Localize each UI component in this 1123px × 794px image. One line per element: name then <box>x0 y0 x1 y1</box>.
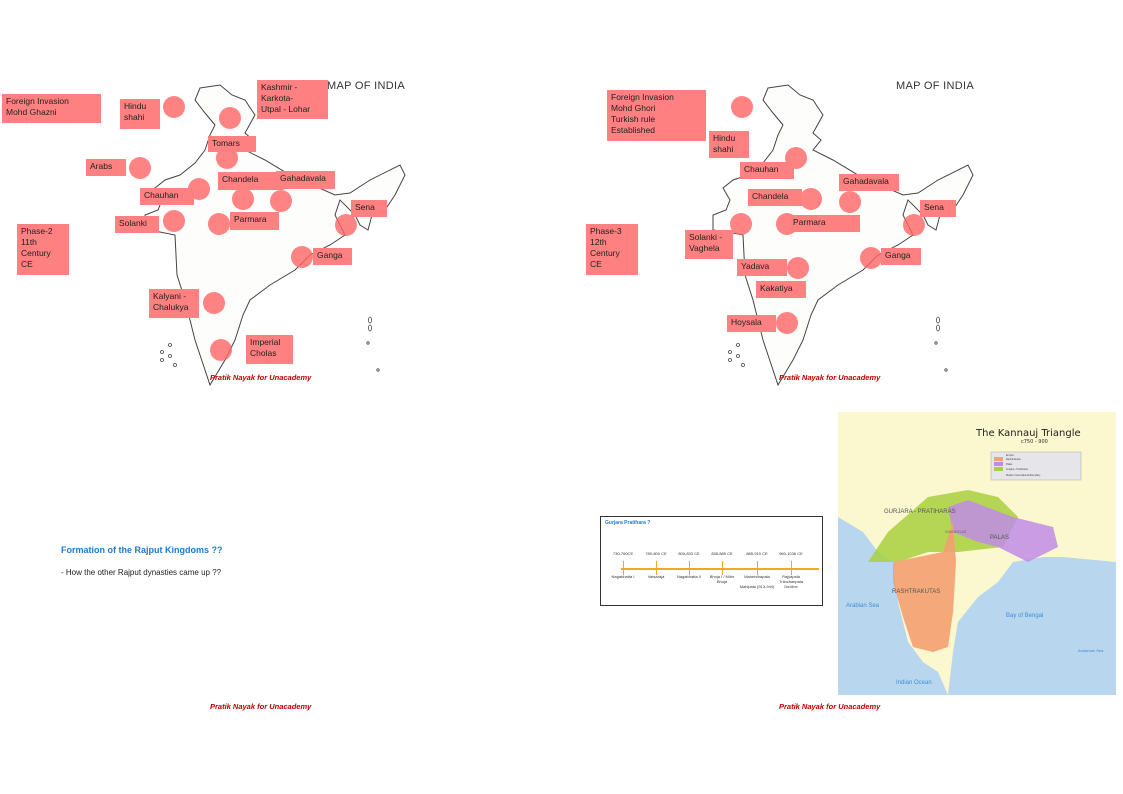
timeline-date: 780-800 CE <box>645 551 667 556</box>
marker <box>219 107 241 129</box>
label-chandela: Chandela <box>748 189 802 206</box>
map-title: MAP OF INDIA <box>327 80 405 92</box>
label-sena: Sena <box>920 200 956 217</box>
slide-title: Formation of the Rajput Kingdoms ?? <box>61 545 223 555</box>
label-parmara: Parmara <box>230 212 279 230</box>
marker <box>270 190 292 212</box>
timeline-tick <box>791 561 792 575</box>
marker <box>163 210 185 232</box>
region-label: RASHTRAKUTAS <box>892 589 940 595</box>
label-yadava: Yadava <box>737 259 787 276</box>
legend-item: Gurjara - Pratiharas <box>1006 468 1029 471</box>
timeline-date: 836-885 CE <box>711 551 733 556</box>
sea-label: Andaman Sea <box>1078 648 1104 653</box>
bullet-text: - How the other Rajput dynasties came up… <box>61 568 222 577</box>
timeline-ruler: Nagabhatta II <box>676 574 702 579</box>
label-gahadavala: Gahadavala <box>276 171 335 189</box>
marker <box>335 214 357 236</box>
label-chandela: Chandela <box>218 172 284 190</box>
marker <box>210 339 232 361</box>
label-foreign-invasion: Foreign Invasion Mohd Ghazni <box>2 94 101 123</box>
marker <box>903 214 925 236</box>
timeline-ruler: Vatsaraja <box>647 574 665 579</box>
palas-region <box>948 500 1058 562</box>
marker <box>216 147 238 169</box>
label-imperial-cholas: Imperial Cholas <box>246 335 293 364</box>
legend-item: Modern International Boundary <box>1006 474 1041 477</box>
marker <box>232 188 254 210</box>
timeline-tick <box>623 561 624 575</box>
timeline-ruler: Bhoja I / Mihir Bhoja <box>709 574 735 584</box>
label-ganga: Ganga <box>313 248 352 265</box>
marker <box>800 188 822 210</box>
marker <box>291 246 313 268</box>
label-arabs: Arabs <box>86 159 126 176</box>
marker <box>208 213 230 235</box>
region-label: PALAS <box>990 535 1009 541</box>
label-foreign-invasion: Foreign Invasion Mohd Ghori Turkish rule… <box>607 90 706 141</box>
region-label: CHANDELAS <box>945 530 967 534</box>
label-tomars: Tomars <box>208 136 256 152</box>
legend-item: Palas <box>1006 463 1013 466</box>
label-phase: Phase-3 12th Century CE <box>586 224 638 275</box>
legend-item: Empire <box>1006 454 1015 457</box>
label-hoysala: Hoysala <box>727 315 776 332</box>
marker <box>776 312 798 334</box>
timeline-title: Gurjara Pratihara ? <box>605 520 651 526</box>
timeline-date: 800-833 CE <box>678 551 700 556</box>
label-solanki: Solanki <box>115 216 159 233</box>
label-kakatiya: Kakatiya <box>756 281 806 298</box>
sea-label: Bay of Bengal <box>1006 613 1043 619</box>
footer-credit: Pratik Nayak for Unacademy <box>210 702 312 711</box>
india-map-slide2 <box>712 84 974 386</box>
timeline-image: Gurjara Pratihara ? 730-760CE Nagabhatta … <box>600 516 823 606</box>
footer-credit: Pratik Nayak for Unacademy <box>779 702 881 711</box>
label-phase: Phase-2 11th Century CE <box>17 224 69 275</box>
marker <box>203 292 225 314</box>
sea-label: Arabian Sea <box>846 603 880 609</box>
marker <box>860 247 882 269</box>
timeline-axis <box>621 568 819 570</box>
map-title: The Kannauj Triangle <box>975 428 1081 439</box>
label-sena: Sena <box>351 200 387 217</box>
label-ganga: Ganga <box>881 248 921 265</box>
timeline-tick <box>689 561 690 575</box>
map-legend <box>990 451 1082 481</box>
sea-label: Indian Ocean <box>896 680 932 686</box>
timeline-date: 730-760CE <box>612 551 634 556</box>
label-solanki-vaghela: Solanki - Vaghela <box>685 230 733 259</box>
timeline-ruler: Nagabhatta I <box>611 574 635 579</box>
label-chauhan: Chauhan <box>740 162 794 179</box>
timeline-date: 885-910 CE <box>746 551 768 556</box>
map-title: MAP OF INDIA <box>896 80 974 92</box>
label-hindu-shahi: Hindu shahi <box>709 131 749 158</box>
timeline-tick <box>757 561 758 575</box>
label-kashmir: Kashmir - Karkota- Utpal - Lohar <box>257 80 328 119</box>
timeline-date: 960-1036 CE <box>779 551 803 556</box>
footer-credit: Pratik Nayak for Unacademy <box>210 373 312 382</box>
rashtrakutas-region <box>893 522 956 652</box>
timeline-ruler: Rajyapala Trilochanpala Decline <box>779 574 803 589</box>
label-hindu-shahi: Hindu shahi <box>120 99 160 129</box>
footer-credit: Pratik Nayak for Unacademy <box>779 373 881 382</box>
label-chauhan: Chauhan <box>140 188 194 205</box>
label-kalyani-chalukya: Kalyani - Chalukya <box>149 289 199 318</box>
map-subtitle: c750 - 900 <box>1021 439 1048 445</box>
label-parmara: Parmara <box>789 215 860 232</box>
marker <box>731 96 753 118</box>
timeline-tick <box>722 561 723 575</box>
marker <box>129 157 151 179</box>
marker <box>787 257 809 279</box>
kannauj-triangle-map: The Kannauj Triangle c750 - 900 Empire R… <box>838 412 1116 695</box>
region-label: GURJARA - PRATIHARAS <box>884 509 956 515</box>
timeline-tick <box>656 561 657 575</box>
marker <box>730 213 752 235</box>
timeline-ruler: Mahendrapala Mahipala (913-944) <box>739 574 775 589</box>
marker <box>839 191 861 213</box>
label-gahadavala: Gahadavala <box>839 174 899 191</box>
legend-item: Rashtrakutas <box>1006 458 1021 461</box>
marker <box>163 96 185 118</box>
